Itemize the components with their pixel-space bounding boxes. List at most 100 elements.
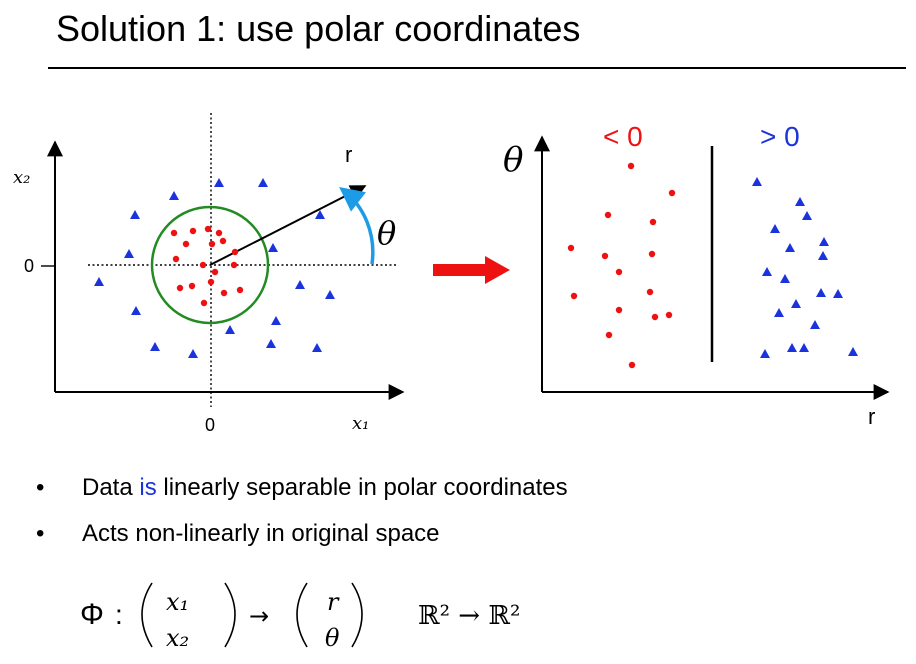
class-b-point (124, 249, 134, 258)
left-paren-output (296, 582, 308, 648)
right-paren-output (351, 582, 363, 648)
bullet-text: Acts non-linearly in original space (82, 520, 440, 547)
right-paren-input (224, 582, 236, 648)
class-a-point (236, 286, 244, 294)
class-a-point (649, 218, 657, 226)
class-b-point (762, 267, 772, 276)
class-a-point (231, 248, 239, 256)
left-paren-input (141, 582, 153, 648)
class-b-point (799, 343, 809, 352)
class-a-point (604, 211, 612, 219)
class-a-point (668, 189, 676, 197)
class-a-point (200, 299, 208, 307)
class-a-point (567, 244, 575, 252)
mapping-formula: Φ : x₁ x₂ → r θ ℝ² → ℝ² (80, 582, 520, 652)
bullet-text-before: Data (82, 474, 140, 501)
class-a-point (570, 292, 578, 300)
class-b-point (785, 243, 795, 252)
class-b-point (819, 237, 829, 246)
class-a-point (204, 225, 212, 233)
r-axis-label: r (868, 404, 875, 429)
output-r: r (327, 588, 340, 616)
class-b-point (325, 290, 335, 299)
r-label: r (345, 142, 352, 167)
class-a-point (172, 255, 180, 263)
class-a-point (615, 306, 623, 314)
class-a-point (615, 268, 623, 276)
class-a-point (199, 261, 207, 269)
class-a-point (170, 229, 178, 237)
bullet-dot: • (36, 474, 45, 501)
class-a-point (215, 229, 223, 237)
class-a-point (627, 162, 635, 170)
region-label-negative: < 0 (603, 121, 643, 152)
angle-arc (339, 187, 375, 265)
theta-label: θ (377, 214, 396, 252)
class-b-point (787, 343, 797, 352)
left-plot: x₁ x₂ 0 0 r θ (13, 113, 405, 435)
class-a-point (211, 268, 219, 276)
input-x2: x₂ (166, 624, 189, 652)
region-label-positive: > 0 (760, 121, 800, 152)
class-a-point (220, 289, 228, 297)
class-b-point (810, 320, 820, 329)
input-x1: x₁ (166, 588, 189, 616)
class-a-point (665, 311, 673, 319)
class-a-point (648, 250, 656, 258)
class-b-point (225, 325, 235, 334)
class-b-point (848, 347, 858, 356)
class-b-point (131, 306, 141, 315)
bullet-text: Data is linearly separable in polar coor… (82, 474, 568, 502)
class-b-point (130, 210, 140, 219)
class-a-point (189, 227, 197, 235)
class-b-point (774, 308, 784, 317)
class-a-point (188, 282, 196, 290)
right-plot: θ r < 0 > 0 (503, 121, 890, 429)
colon: : (115, 599, 123, 630)
class-b-point (760, 349, 770, 358)
space-mapping: ℝ² → ℝ² (418, 601, 520, 631)
class-b-point (315, 210, 325, 219)
class-a-point (182, 240, 190, 248)
title-divider (48, 67, 906, 69)
class-b-point (770, 224, 780, 233)
class-a-point (207, 278, 215, 286)
class-b-point (169, 191, 179, 200)
class-a-point (605, 331, 613, 339)
class-b-point (150, 342, 160, 351)
class-a-point (601, 252, 609, 260)
class-b-point (295, 280, 305, 289)
x2-axis-label: x₂ (13, 167, 30, 188)
class-b-point (780, 274, 790, 283)
maps-to-arrow: → (249, 602, 269, 630)
class-a-point (208, 240, 216, 248)
class-b-point (818, 251, 828, 260)
class-b-point (258, 178, 268, 187)
phi-symbol: Φ (80, 598, 104, 631)
class-b-point (791, 299, 801, 308)
class-b-point (266, 339, 276, 348)
class-b-point (271, 316, 281, 325)
class-b-point (312, 343, 322, 352)
class-b-point (268, 243, 278, 252)
class-b-point (795, 197, 805, 206)
class-b-point (94, 277, 104, 286)
class-b-point (214, 178, 224, 187)
class-a-point (176, 284, 184, 292)
x1-axis-label: x₁ (352, 413, 369, 434)
class-b-point (816, 288, 826, 297)
class-b-point (752, 177, 762, 186)
class-a-point (646, 288, 654, 296)
slide-title: Solution 1: use polar coordinates (56, 8, 581, 49)
theta-axis-label: θ (503, 140, 523, 180)
output-theta: θ (325, 624, 340, 652)
class-a-point (219, 237, 227, 245)
bullet-dot: • (36, 520, 45, 547)
separating-circle (150, 205, 270, 325)
class-b-point (188, 349, 198, 358)
transform-arrow (433, 256, 510, 284)
bullet-highlight: is (139, 474, 157, 501)
class-a-point (628, 361, 636, 369)
y-origin-label: 0 (24, 256, 34, 276)
